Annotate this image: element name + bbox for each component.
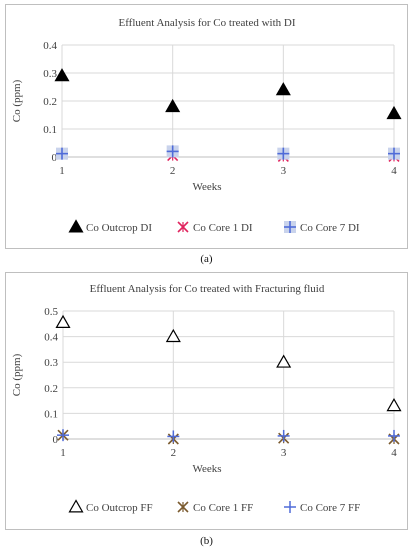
chart-b-series-0-point <box>55 314 71 328</box>
caption-a: (a) <box>200 253 213 265</box>
chart-b-series-0-point-shape <box>386 398 402 412</box>
chart-a-legend-marker-0 <box>68 219 84 233</box>
chart-a-y-tick-label: 0 <box>52 152 58 164</box>
chart-b-y-tick-label: 0.1 <box>44 408 58 420</box>
chart-a-x-tick-label: 3 <box>281 165 287 177</box>
chart-a-series-2-point <box>56 147 68 160</box>
chart-b-y-tick-label: 0.2 <box>44 383 58 395</box>
chart-b-x-axis-title: Weeks <box>192 463 221 475</box>
chart-a-y-tick-label: 0.2 <box>43 96 57 108</box>
chart-b-series-0-point <box>386 398 402 412</box>
chart-a-title: Effluent Analysis for Co treated with DI <box>119 17 296 29</box>
chart-a-legend-marker-0-shape <box>68 219 84 233</box>
chart-a-legend-marker-1 <box>177 221 189 233</box>
chart-a-y-tick-label: 0.3 <box>43 68 57 80</box>
chart-panel-b: Effluent Analysis for Co treated with Fr… <box>5 272 408 530</box>
chart-a-series-0-point-shape <box>386 105 402 120</box>
chart-b-y-tick-label: 0 <box>53 434 59 446</box>
chart-a-legend-label-0: Co Outcrop DI <box>86 222 152 234</box>
chart-b-series-2-point <box>277 429 290 442</box>
chart-b-series-2-point <box>388 429 400 442</box>
chart-a-series-0-point <box>386 105 402 120</box>
chart-b-y-tick-label: 0.5 <box>44 306 58 318</box>
chart-a-series-0-point-shape <box>54 68 70 82</box>
chart-a: Effluent Analysis for Co treated with DI… <box>11 17 402 234</box>
chart-b: Effluent Analysis for Co treated with Fr… <box>11 283 402 514</box>
chart-a-series-2-point <box>388 147 400 160</box>
chart-b-series-0-point-shape <box>165 328 181 343</box>
chart-b-x-tick-label: 2 <box>171 447 177 459</box>
chart-a-y-tick-label: 0.1 <box>43 124 57 136</box>
chart-a-series-0-point <box>275 82 291 96</box>
chart-b-legend-marker-2 <box>284 501 296 513</box>
chart-a-series-0-point <box>54 68 70 82</box>
chart-a-y-tick-label: 0.4 <box>43 40 57 52</box>
chart-a-legend-marker-2 <box>284 221 296 233</box>
chart-b-legend-label-0: Co Outcrop FF <box>86 502 153 514</box>
chart-b-legend-marker-1 <box>177 501 189 513</box>
chart-a-x-axis-title: Weeks <box>192 181 221 193</box>
chart-b-x-tick-label: 1 <box>60 447 66 459</box>
chart-b-title: Effluent Analysis for Co treated with Fr… <box>90 283 325 295</box>
chart-b-legend-label-2: Co Core 7 FF <box>300 502 360 514</box>
chart-b-y-axis-title: Co (ppm) <box>11 353 23 396</box>
chart-a-series-0-point <box>165 98 181 113</box>
chart-b-x-tick-label: 3 <box>281 447 287 459</box>
chart-a-x-tick-label: 1 <box>59 165 65 177</box>
chart-b-series-0-point-shape <box>276 354 292 368</box>
chart-a-series-0-point-shape <box>275 82 291 96</box>
chart-b-x-tick-label: 4 <box>391 447 397 459</box>
chart-b-legend-marker-0-shape <box>68 499 84 513</box>
chart-panel-a: Effluent Analysis for Co treated with DI… <box>5 4 408 249</box>
chart-b-series-0-point-shape <box>55 314 71 328</box>
chart-b-series-2-point <box>57 429 69 442</box>
chart-a-x-tick-label: 2 <box>170 165 176 177</box>
chart-b-y-tick-label: 0.3 <box>44 357 58 369</box>
chart-b-y-tick-label: 0.4 <box>44 332 58 344</box>
chart-b-legend-marker-0 <box>68 499 84 513</box>
chart-a-series-2-point <box>277 147 290 160</box>
chart-a-series-2-point <box>166 145 179 158</box>
chart-b-series-0-point <box>276 354 292 368</box>
caption-b: (b) <box>200 535 213 547</box>
chart-a-series-0-point-shape <box>165 98 181 113</box>
chart-a-y-axis-title: Co (ppm) <box>11 79 23 122</box>
chart-b-series-0-point <box>165 328 181 343</box>
chart-b-series-2-point <box>167 430 180 443</box>
chart-a-x-tick-label: 4 <box>391 165 397 177</box>
chart-a-legend-label-2: Co Core 7 DI <box>300 222 360 234</box>
chart-b-legend-label-1: Co Core 1 FF <box>193 502 253 514</box>
chart-a-legend-label-1: Co Core 1 DI <box>193 222 253 234</box>
